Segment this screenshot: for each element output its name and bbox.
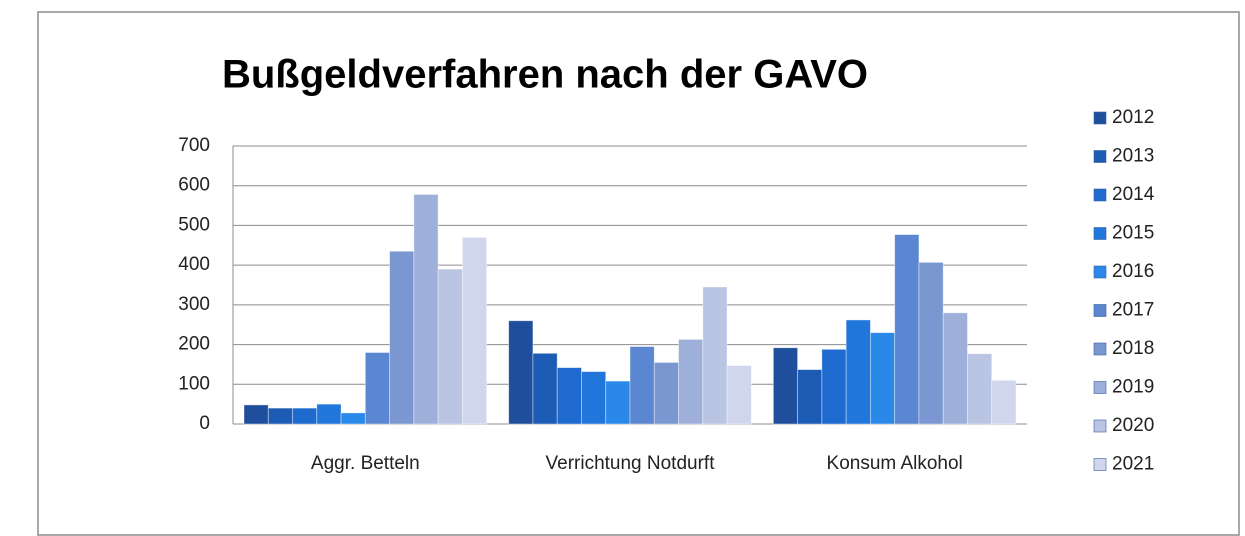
bar [605, 380, 631, 425]
y-tick-label: 500 [178, 214, 210, 235]
y-tick-label: 0 [199, 413, 210, 434]
bar [918, 261, 944, 425]
bar [845, 319, 871, 425]
bar [316, 403, 342, 425]
bar [942, 312, 968, 425]
x-tick-label: Konsum Alkohol [827, 453, 963, 474]
legend-label: 2014 [1112, 184, 1155, 205]
legend-label: 2015 [1112, 223, 1154, 244]
legend-swatch [1093, 342, 1107, 356]
bar [413, 194, 439, 425]
bar [508, 320, 534, 425]
legend-label: 2013 [1112, 146, 1154, 167]
bar [870, 332, 896, 425]
bar [967, 353, 993, 425]
bar [772, 347, 798, 425]
y-tick-label: 100 [178, 373, 210, 394]
legend-label: 2018 [1112, 338, 1154, 359]
y-tick-label: 700 [178, 135, 210, 156]
legend-swatch [1093, 381, 1107, 394]
legend-swatch [1093, 227, 1107, 240]
legend-swatch [1093, 419, 1107, 433]
bar [653, 362, 679, 425]
bar [726, 365, 752, 425]
bar [389, 250, 415, 425]
bar [292, 407, 318, 425]
legend-swatch [1093, 265, 1107, 279]
bar [797, 369, 823, 425]
legend-label: 2012 [1112, 107, 1154, 128]
bar [702, 286, 728, 425]
bar [556, 367, 582, 425]
y-tick-label: 200 [178, 334, 210, 355]
legend-swatch [1093, 458, 1107, 471]
legend-swatch [1093, 304, 1107, 317]
legend-label: 2020 [1112, 415, 1154, 436]
legend-swatch [1093, 150, 1107, 163]
bar [581, 371, 607, 425]
bar [267, 407, 293, 425]
bar [340, 412, 366, 425]
legend-label: 2017 [1112, 300, 1154, 321]
y-tick-label: 300 [178, 294, 210, 315]
bar [991, 379, 1017, 425]
bar [243, 404, 269, 425]
bar [437, 268, 463, 425]
bar [532, 352, 558, 425]
y-tick-label: 400 [178, 254, 210, 275]
legend-label: 2016 [1112, 261, 1154, 282]
bar [894, 234, 920, 425]
legend-label: 2019 [1112, 377, 1154, 398]
bar [678, 339, 704, 425]
bar [461, 236, 488, 425]
chart-title: Bußgeldverfahren nach der GAVO [222, 53, 868, 97]
chart-frame [37, 11, 1240, 536]
bar [364, 352, 391, 425]
y-tick-label: 600 [178, 175, 210, 196]
legend-label: 2021 [1112, 454, 1154, 475]
legend-swatch [1093, 111, 1107, 125]
legend-swatch [1093, 188, 1107, 202]
x-tick-label: Verrichtung Notdurft [546, 453, 716, 474]
bar [821, 348, 847, 425]
bar [629, 346, 655, 425]
x-tick-label: Aggr. Betteln [311, 453, 420, 474]
